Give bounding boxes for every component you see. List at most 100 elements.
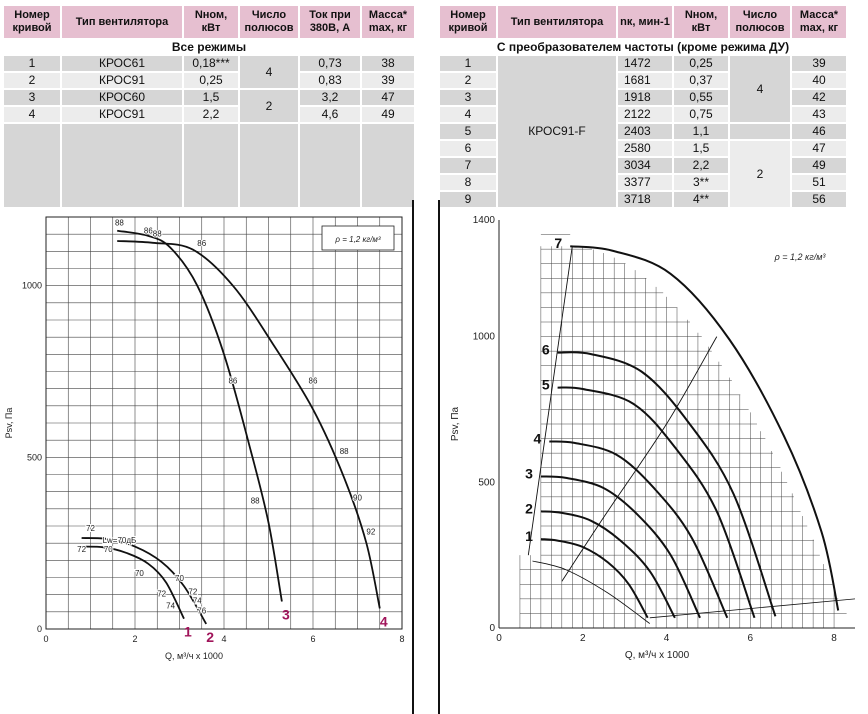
curve-cell: 3 [4, 90, 60, 105]
data-label: 74 [166, 601, 175, 610]
empty-cell [4, 124, 60, 207]
data-label: Lw=70дБ [103, 536, 137, 545]
x-axis-label: Q, м³/ч x 1000 [625, 650, 690, 661]
power-cell: 1,1 [674, 124, 728, 139]
series-label-5: 5 [542, 377, 550, 393]
power-cell: 0,25 [184, 73, 238, 88]
header-mass: Масса* max, кг [362, 6, 414, 38]
curve-cell: 7 [440, 158, 496, 173]
header-curve-number: Номер кривой [4, 6, 60, 38]
divider [438, 200, 440, 714]
curve-cell: 1 [440, 56, 496, 71]
curve-cell: 2 [440, 73, 496, 88]
mass-cell: 49 [362, 107, 414, 122]
header-poles: Число полюсов [730, 6, 790, 38]
fan-performance-chart-right: 0 2 4 6 8 0 500 1000 1400 Q, м³/ч x 1000 Psv, Па ρ … [450, 215, 856, 661]
empty-cell [300, 124, 360, 207]
rpm-cell: 3377 [618, 175, 672, 190]
series-label-1: 1 [525, 528, 533, 544]
y-tick-label: 1000 [22, 281, 42, 291]
series-line-5 [557, 386, 756, 619]
rpm-cell: 1681 [618, 73, 672, 88]
table-subtitle: Все режимы [4, 40, 414, 54]
data-label: 86 [144, 226, 153, 235]
y-tick-label: 500 [478, 477, 495, 488]
x-tick-label: 0 [43, 634, 48, 644]
series-line-2 [540, 510, 676, 619]
data-label: 72 [86, 524, 95, 533]
mass-cell: 38 [362, 56, 414, 71]
series-line-1 [540, 538, 649, 619]
header-poles: Число полюсов [240, 6, 298, 38]
type-cell: КРОС91 [62, 73, 182, 88]
x-tick-label: 4 [221, 634, 226, 644]
x-tick-label: 6 [310, 634, 315, 644]
series-line-1 [81, 545, 185, 620]
mass-cell: 40 [792, 73, 846, 88]
data-label: 88 [115, 219, 124, 228]
data-label: 72 [157, 589, 166, 598]
rpm-cell: 1918 [618, 90, 672, 105]
power-cell: 2,2 [184, 107, 238, 122]
table-row: 7 3034 2,2 49 [440, 158, 846, 173]
x-tick-label: 4 [664, 633, 670, 644]
table-row: 2 1681 0,37 40 [440, 73, 846, 88]
curve-cell: 2 [4, 73, 60, 88]
lower-curve [532, 560, 651, 624]
power-cell: 3** [674, 175, 728, 190]
current-cell: 0,83 [300, 73, 360, 88]
empty-cell [362, 124, 414, 207]
series-label-3: 3 [282, 607, 290, 623]
rpm-cell: 3718 [618, 192, 672, 207]
data-label: 88 [251, 497, 260, 506]
data-label: 86 [197, 239, 206, 248]
table-row: 2 КРОС91 0,25 0,83 39 [4, 73, 414, 88]
current-cell: 0,73 [300, 56, 360, 71]
data-label: 72 [77, 545, 86, 554]
data-label: 70 [104, 545, 113, 554]
power-cell: 1,5 [184, 90, 238, 105]
header-current: Ток при 380В, А [300, 6, 360, 38]
series-label-2: 2 [525, 500, 533, 516]
current-cell: 3,2 [300, 90, 360, 105]
table-row [4, 124, 414, 207]
density-annotation-box [321, 225, 395, 251]
table-row: 1 КРОС91-F 1472 0,25 4 39 [440, 56, 846, 207]
min-flow-boundary [527, 246, 573, 556]
power-cell: 0,55 [674, 90, 728, 105]
rpm-cell: 2122 [618, 107, 672, 122]
series-label-4: 4 [533, 430, 541, 446]
rpm-cell: 2580 [618, 141, 672, 156]
table-row: 6 2580 1,5 2 47 [440, 141, 846, 207]
series-label-2: 2 [206, 629, 214, 645]
y-tick-label: 0 [37, 624, 42, 634]
series-label-4: 4 [380, 613, 388, 629]
rpm-cell: 3034 [618, 158, 672, 173]
header-fan-type: Тип вентилятора [62, 6, 182, 38]
table-row: 3 КРОС60 1,5 2 3,2 47 [4, 90, 414, 122]
power-cell: 0,18*** [184, 56, 238, 71]
table-row: 4 2122 0,75 43 [440, 107, 846, 122]
empty-cell [240, 124, 298, 207]
mass-cell: 51 [792, 175, 846, 190]
curve-cell: 9 [440, 192, 496, 207]
density-annotation: ρ = 1,2 кг/м³ [334, 235, 380, 244]
data-label: 74 [193, 596, 202, 605]
header-rpm: nк, мин-1 [618, 6, 672, 38]
y-tick-label: 1000 [473, 332, 496, 343]
data-label: 76 [197, 607, 206, 616]
fan-type-cell: КРОС91-F [498, 56, 616, 207]
density-annotation: ρ = 1,2 кг/м³ [774, 252, 827, 262]
type-cell: КРОС91 [62, 107, 182, 122]
header-mass: Масса* max, кг [792, 6, 846, 38]
mass-cell: 47 [362, 90, 414, 105]
header-power: Nном, кВт [674, 6, 728, 38]
series-label-3: 3 [525, 465, 533, 481]
mass-cell: 56 [792, 192, 846, 207]
series-label-6: 6 [542, 342, 550, 358]
y-axis-label: Psv, Па [4, 408, 14, 439]
curve-cell: 6 [440, 141, 496, 156]
right-spec-table: Номер кривой Тип вентилятора nк, мин-1 N… [438, 4, 848, 209]
poles-cell: 4 [730, 56, 790, 122]
series-line-3 [117, 229, 283, 602]
